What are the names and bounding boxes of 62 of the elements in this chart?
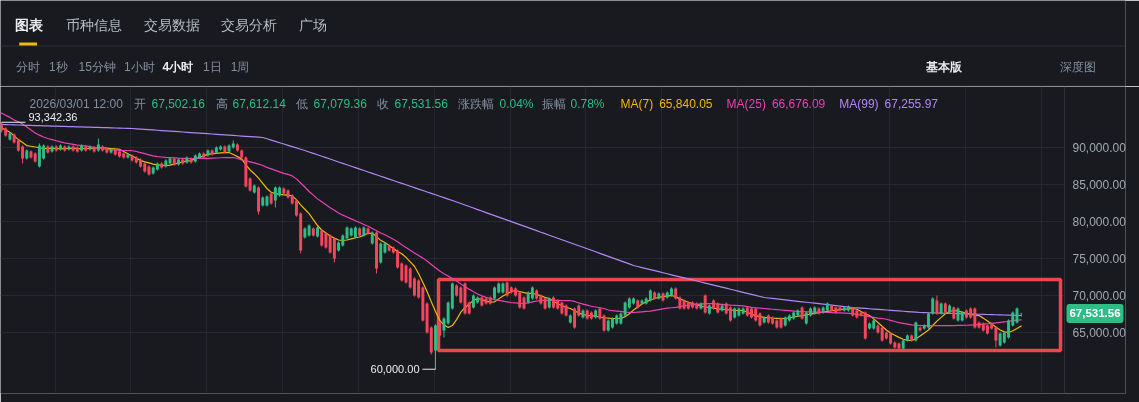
text: 1周 (230, 59, 250, 74)
annotation: 0.78% (570, 96, 605, 111)
annotation: 67,531.56 (394, 97, 449, 111)
candlestick (914, 320, 918, 343)
candlestick (442, 316, 446, 338)
candlestick (257, 185, 261, 215)
annotation: 低 (295, 96, 308, 111)
text: 1日 (202, 59, 222, 74)
annotation: 振幅 (541, 96, 566, 111)
annotation: 收 (376, 96, 389, 111)
candlestick (21, 144, 25, 164)
candlestick (573, 306, 577, 330)
candlestick (379, 241, 383, 265)
text: 4小时 (162, 59, 194, 74)
text: 1秒 (48, 59, 68, 74)
candlestick (126, 152, 130, 160)
text: 交易数据 (143, 16, 200, 33)
text: MA(7) (620, 96, 654, 111)
candlestick (918, 325, 922, 333)
text: MA(25) (726, 96, 766, 111)
annotation: 65,840.05 (659, 97, 713, 111)
annotation: 67,502.16 (151, 97, 206, 111)
y-tick-label: 80,000.00 (1072, 214, 1127, 229)
y-tick-label: 75,000.00 (1072, 251, 1127, 266)
text: 广场 (298, 16, 327, 33)
candlestick (332, 236, 336, 263)
text: 67,531.56 (1069, 307, 1121, 320)
text: 图表 (15, 16, 45, 33)
annotation: 60,000.00 (370, 363, 420, 376)
annotation: 67,079.36 (313, 97, 368, 111)
text: 1小时 (123, 59, 155, 74)
candlestick (189, 156, 193, 165)
text: 交易分析 (220, 16, 277, 33)
y-tick-label: 65,000.00 (1072, 325, 1127, 340)
candlestick (273, 185, 277, 208)
candlestick (703, 293, 707, 315)
annotation: 67,612.14 (232, 97, 287, 111)
text: 分时 (16, 59, 41, 74)
candlestick (973, 306, 977, 330)
annotation: 开 (133, 96, 146, 111)
annotation: 66,676.09 (771, 97, 826, 111)
text: 基本版 (924, 59, 963, 74)
annotation: 0.04% (499, 96, 534, 111)
text: 深度图 (1060, 59, 1097, 74)
candlestick (109, 147, 113, 155)
y-tick-label: 85,000.00 (1072, 177, 1127, 192)
candlestick (67, 144, 71, 152)
annotation: 93,342.36 (28, 111, 78, 124)
text: 币种信息 (65, 16, 122, 33)
annotation: 67,255.97 (884, 97, 939, 111)
annotation: 高 (215, 96, 228, 111)
text: 15分钟 (78, 59, 116, 74)
candlestick (37, 143, 41, 168)
candlestick (640, 298, 644, 306)
y-tick-label: 90,000.00 (1072, 140, 1127, 155)
text: MA(99) (839, 96, 879, 111)
candlestick (935, 295, 939, 316)
candlestick (994, 325, 998, 348)
annotation: 涨跌幅 (457, 96, 494, 111)
annotation: 2026/03/01 12:00 (29, 96, 124, 111)
y-tick-label: 70,000.00 (1072, 288, 1127, 303)
candlestick (71, 144, 75, 153)
